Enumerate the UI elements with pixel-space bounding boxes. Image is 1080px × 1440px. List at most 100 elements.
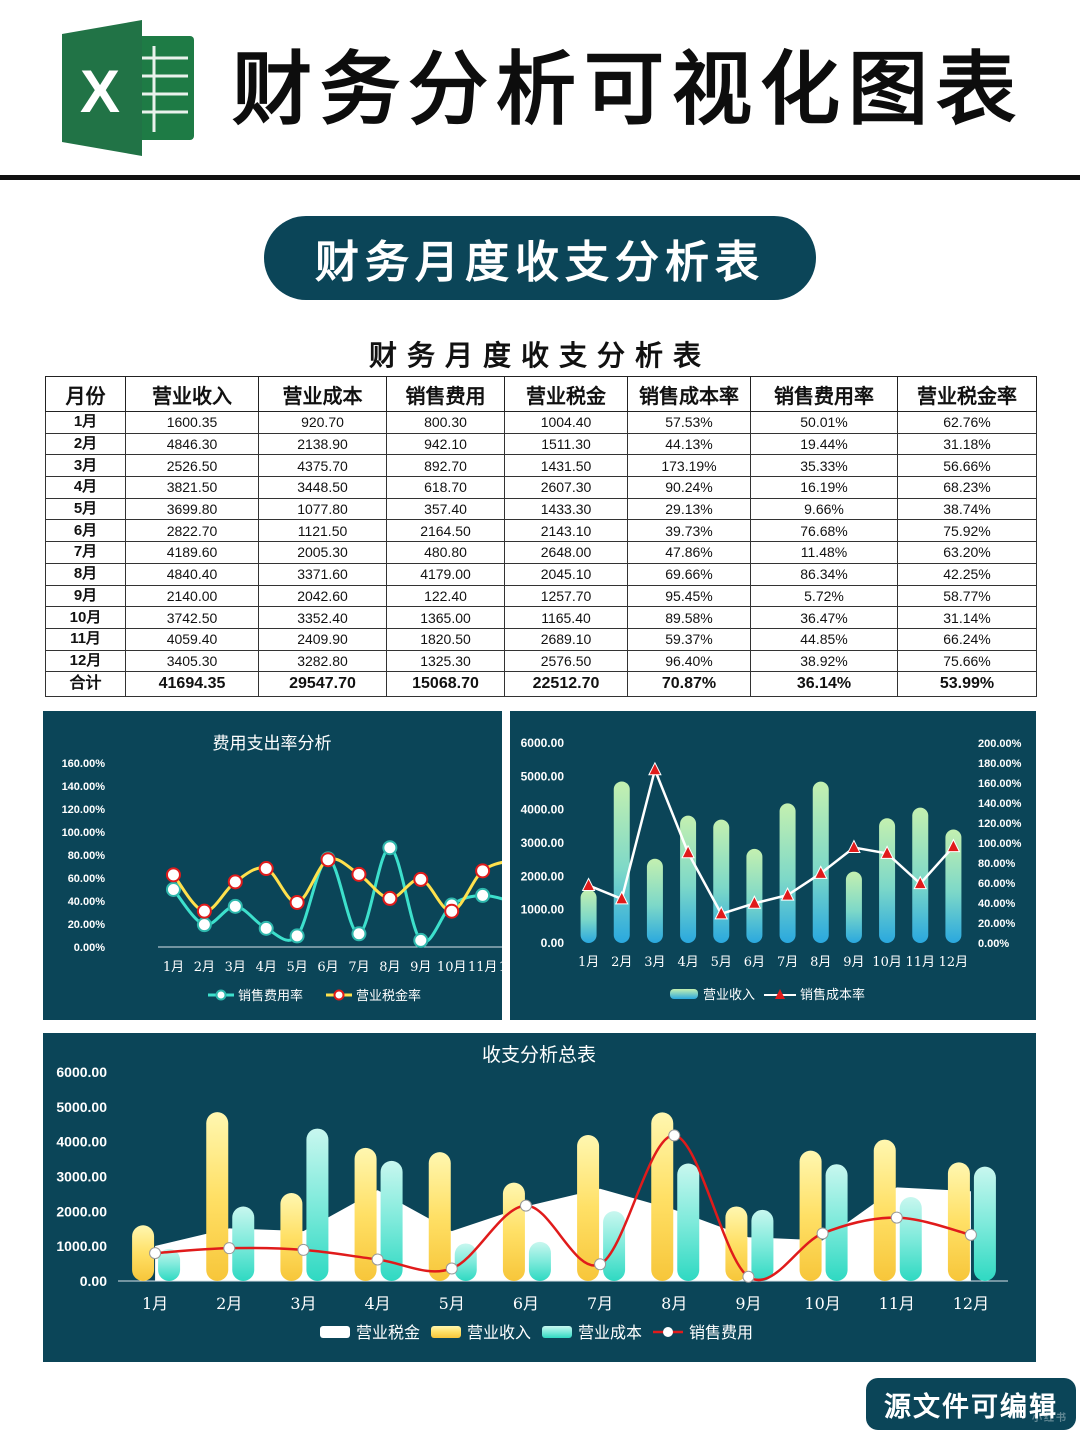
month-cell: 9月 (45, 584, 126, 608)
y-tick-label: 1000.00 (56, 1238, 107, 1254)
revenue-bar (646, 858, 663, 943)
tax-area (155, 1187, 971, 1281)
table-cell: 89.58% (627, 606, 751, 629)
table-cell: 70.87% (627, 671, 751, 698)
y-tick-label: 0.00 (80, 1273, 107, 1289)
data-point (475, 863, 491, 879)
data-point (165, 867, 181, 883)
x-tick-label: 4月 (256, 960, 277, 975)
expense-point (890, 1211, 903, 1224)
cost-rate-marker (780, 887, 795, 901)
revenue-bar (580, 889, 597, 943)
revenue-bar (912, 807, 929, 943)
legend-marker (663, 1327, 673, 1337)
table-cell: 1820.50 (386, 627, 505, 651)
column-header: 销售费用率 (750, 376, 898, 412)
revenue-bar (779, 803, 796, 943)
data-point (382, 840, 398, 856)
revenue-cost-rate-chart: 0.00 1000.00 2000.00 3000.00 4000.00 5000.00 6… (521, 736, 1022, 1003)
y-tick-label: 5000.00 (56, 1099, 107, 1115)
x-tick-label: 3月 (225, 960, 246, 975)
expense-point (297, 1243, 310, 1256)
table-row: 5月 3699.80 1077.80 357.40 1433.30 29.13% 9.66%… (45, 497, 1037, 521)
x-tick-label: 12月 (499, 960, 502, 975)
x-tick-label: 10月 (804, 1294, 840, 1313)
y-left-tick-label: 1000.00 (521, 903, 565, 917)
revenue-bar (428, 1152, 451, 1281)
revenue-bar (879, 818, 896, 943)
y-left-tick-label: 4000.00 (521, 803, 565, 817)
legend-label: 营业税金 (356, 1323, 420, 1342)
data-point (227, 874, 243, 890)
cost-rate-line (588, 765, 955, 916)
table-cell: 66.24% (897, 627, 1037, 651)
y-right-tick-label: 200.00% (978, 738, 1022, 750)
x-tick-label: 5月 (439, 1294, 465, 1313)
table-cell: 173.19% (627, 454, 751, 478)
revenue-bar (713, 819, 730, 943)
table-cell: 15068.70 (386, 671, 505, 698)
y-right-tick-label: 100.00% (978, 838, 1022, 850)
y-tick-label: 60.00% (68, 873, 106, 885)
table-cell: 3742.50 (125, 606, 259, 629)
table-cell: 3282.80 (258, 649, 387, 673)
expense-point (149, 1247, 162, 1260)
table-cell: 2143.10 (504, 519, 628, 543)
revenue-bar (945, 829, 962, 943)
data-point (289, 928, 305, 944)
badge-label: 源文件可编辑 (884, 1391, 1058, 1423)
table-row: 9月 2140.00 2042.60 122.40 1257.70 95.45% 5.72%… (45, 584, 1037, 608)
chart3-title: 收支分析总表 (482, 1044, 596, 1066)
table-cell: 3405.30 (125, 649, 259, 673)
table-cell: 942.10 (386, 432, 505, 456)
table-cell: 75.92% (897, 519, 1037, 543)
y-tick-label: 100.00% (62, 827, 106, 839)
table-row: 8月 4840.40 3371.60 4179.00 2045.10 69.66% 86.3… (45, 562, 1037, 586)
table-cell: 90.24% (627, 476, 751, 499)
table-cell: 4059.40 (125, 627, 259, 651)
table-cell: 4375.70 (258, 454, 387, 478)
y-right-tick-label: 80.00% (978, 858, 1016, 870)
table-cell: 920.70 (258, 411, 387, 434)
table-cell: 58.77% (897, 584, 1037, 608)
legend-swatch (320, 1326, 350, 1338)
revenue-bar (812, 781, 829, 943)
legend-label: 销售成本率 (800, 987, 865, 1003)
legend-marker (333, 989, 345, 1001)
table-cell: 1121.50 (258, 519, 387, 543)
legend-label: 营业成本 (578, 1323, 642, 1342)
section-banner: 财务月度收支分析表 (264, 216, 816, 300)
cost-rate-marker (747, 895, 762, 909)
data-point (351, 926, 367, 942)
cost-rate-marker (581, 877, 596, 891)
x-tick-label: 7月 (777, 955, 798, 970)
table-cell: 35.33% (750, 454, 898, 478)
page-title: 财务分析可视化图表 (232, 43, 1024, 136)
x-tick-label: 10月 (872, 955, 902, 970)
cost-rate-marker (880, 845, 894, 859)
x-tick-label: 2月 (611, 955, 632, 970)
table-cell: 1165.40 (504, 606, 628, 629)
month-cell: 1月 (45, 411, 126, 434)
cost-rate-marker (946, 838, 961, 853)
y-tick-label: 40.00% (68, 896, 106, 908)
y-left-tick-label: 6000.00 (521, 736, 565, 750)
cost-rate-marker (847, 839, 861, 854)
x-tick-label: 2月 (194, 960, 215, 975)
month-cell: 4月 (45, 476, 126, 499)
table-cell: 76.68% (750, 519, 898, 543)
data-point (258, 920, 274, 936)
table-cell: 2164.50 (386, 519, 505, 543)
table-cell: 56.66% (897, 454, 1037, 478)
x-tick-label: 5月 (286, 960, 307, 975)
revenue-bar (845, 871, 862, 943)
table-row: 4月 3821.50 3448.50 618.70 2607.30 90.24% 16.19… (45, 476, 1037, 499)
data-point (320, 852, 336, 868)
table-cell: 1325.30 (386, 649, 505, 673)
data-point (227, 898, 243, 914)
revenue-bar (577, 1135, 600, 1281)
x-tick-label: 1月 (142, 1294, 168, 1313)
legend-swatch (542, 1326, 572, 1338)
data-point (444, 903, 460, 919)
table-cell: 68.23% (897, 476, 1037, 499)
